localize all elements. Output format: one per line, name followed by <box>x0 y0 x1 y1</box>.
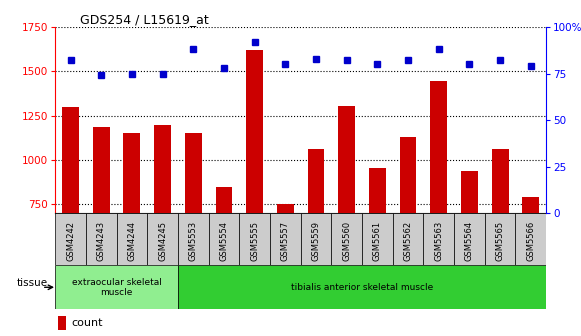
Bar <box>154 125 171 213</box>
Text: GSM5557: GSM5557 <box>281 221 290 261</box>
Text: count: count <box>71 318 103 328</box>
Bar <box>461 171 478 213</box>
Bar <box>307 150 324 213</box>
Bar <box>93 127 110 213</box>
Text: GSM5555: GSM5555 <box>250 221 259 261</box>
Text: GSM4243: GSM4243 <box>96 221 106 261</box>
Text: GSM5559: GSM5559 <box>311 221 321 261</box>
Bar <box>58 316 66 330</box>
Text: GSM4245: GSM4245 <box>158 221 167 261</box>
Bar <box>369 168 386 213</box>
Bar <box>86 213 117 265</box>
Bar <box>522 197 539 213</box>
Text: tissue: tissue <box>16 278 48 288</box>
Bar <box>424 213 454 265</box>
Text: GSM5564: GSM5564 <box>465 221 474 261</box>
Bar <box>338 106 355 213</box>
Bar <box>400 137 417 213</box>
Bar <box>331 213 362 265</box>
Bar <box>246 50 263 213</box>
Bar <box>393 213 424 265</box>
Bar <box>62 107 79 213</box>
Bar <box>362 213 393 265</box>
Text: tibialis anterior skeletal muscle: tibialis anterior skeletal muscle <box>291 283 433 292</box>
Bar <box>515 213 546 265</box>
Bar <box>492 150 508 213</box>
Text: GSM5565: GSM5565 <box>496 221 505 261</box>
Bar <box>216 187 232 213</box>
Bar <box>55 265 178 309</box>
Bar <box>178 265 546 309</box>
Bar <box>239 213 270 265</box>
Text: GSM5566: GSM5566 <box>526 221 535 261</box>
Bar <box>277 204 294 213</box>
Text: GSM5553: GSM5553 <box>189 221 198 261</box>
Bar <box>270 213 301 265</box>
Text: GDS254 / L15619_at: GDS254 / L15619_at <box>80 13 209 26</box>
Text: extraocular skeletal
muscle: extraocular skeletal muscle <box>71 278 162 297</box>
Bar <box>55 213 86 265</box>
Bar <box>124 132 141 213</box>
Text: GSM4244: GSM4244 <box>127 221 137 261</box>
Bar <box>454 213 485 265</box>
Bar <box>178 213 209 265</box>
Text: GSM5562: GSM5562 <box>404 221 413 261</box>
Bar <box>301 213 331 265</box>
Bar <box>147 213 178 265</box>
Bar <box>485 213 515 265</box>
Text: GSM5563: GSM5563 <box>434 221 443 261</box>
Bar <box>431 81 447 213</box>
Text: GSM5560: GSM5560 <box>342 221 351 261</box>
Text: GSM5561: GSM5561 <box>373 221 382 261</box>
Bar <box>117 213 147 265</box>
Text: GSM5554: GSM5554 <box>220 221 228 261</box>
Bar <box>185 132 202 213</box>
Text: GSM4242: GSM4242 <box>66 221 75 261</box>
Bar <box>209 213 239 265</box>
